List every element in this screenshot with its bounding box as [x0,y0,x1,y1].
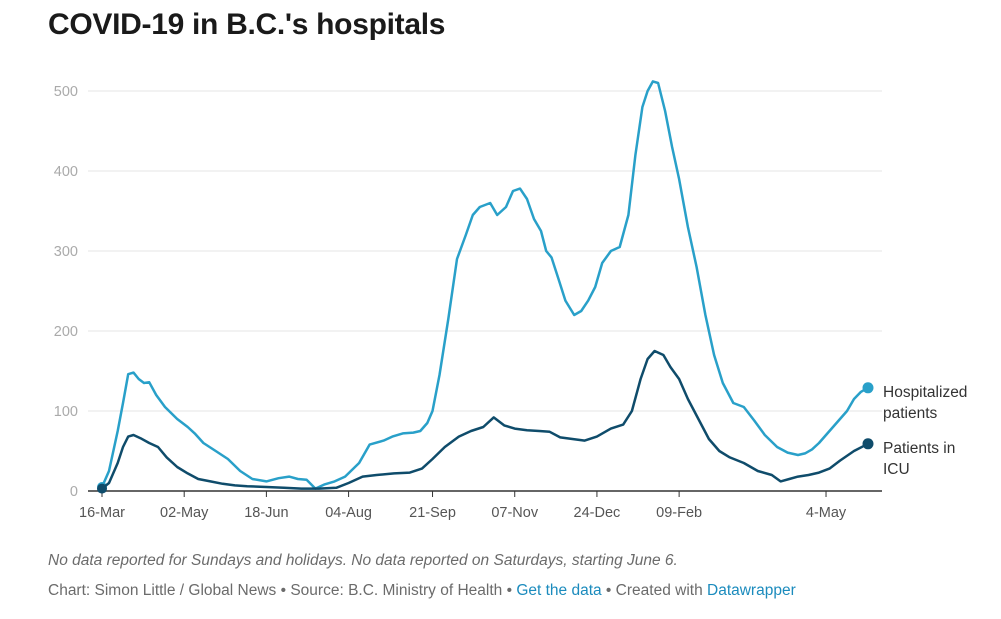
y-tick-label: 100 [54,404,78,420]
x-tick-label: 4-May [806,505,847,521]
byline-created-with: Created with [615,582,707,599]
x-tick-label: 02-May [160,505,209,521]
hospitalized-end-marker [862,382,874,394]
x-tick-label: 16-Mar [79,505,125,521]
y-axis-ticks: 0 100 200 300 400 500 [54,84,78,500]
chart-notes: No data reported for Sundays and holiday… [48,552,678,569]
icu-line [101,349,869,490]
byline-source: Source: B.C. Ministry of Health [290,582,503,599]
byline-separator: • [276,582,291,599]
x-tick-label: 09-Feb [656,505,702,521]
x-tick-label: 04-Aug [325,505,372,521]
byline-credit: Chart: Simon Little / Global News [48,582,277,599]
x-tick-label: 24-Dec [574,505,621,521]
icu-label: Patients in [883,440,955,457]
y-tick-label: 400 [54,164,78,180]
icu-start-marker [97,483,107,494]
x-axis-ticks: 16-Mar 02-May 18-Jun 04-Aug 21-Sep 07-Nov 24-D… [79,491,847,521]
chart-byline: Chart: Simon Little / Global News • Sour… [48,582,796,600]
gridlines [88,90,882,492]
line-chart: 0 100 200 300 400 500 16-Mar 02-May 18-Jun 04-Au… [54,80,967,521]
x-tick-label: 07-Nov [491,505,538,521]
series-labels: Hospitalized patients Patients in ICU [883,384,967,478]
byline-separator: • [502,582,517,599]
x-tick-label: 21-Sep [409,505,456,521]
icu-label: ICU [883,461,910,478]
y-tick-label: 500 [54,84,78,100]
hospitalized-label: patients [883,405,938,422]
y-tick-label: 200 [54,324,78,340]
icu-end-marker [862,438,874,450]
hospitalized-label: Hospitalized [883,384,967,401]
get-the-data-link[interactable]: Get the data [516,582,602,599]
chart-title: COVID-19 in B.C.'s hospitals [48,8,446,41]
y-tick-label: 300 [54,244,78,260]
datawrapper-link[interactable]: Datawrapper [707,582,796,599]
x-tick-label: 18-Jun [244,505,288,521]
series-lines [97,80,874,494]
hospitalized-line [100,80,869,490]
byline-separator: • [601,582,616,599]
y-tick-label: 0 [70,484,78,500]
